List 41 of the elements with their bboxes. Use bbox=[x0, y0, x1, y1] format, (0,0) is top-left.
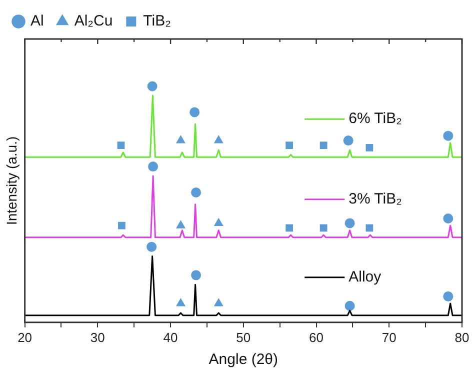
point bbox=[443, 213, 454, 224]
point bbox=[343, 136, 354, 146]
y-axis-title: Intensity (a.u.) bbox=[3, 136, 20, 226]
point bbox=[146, 242, 157, 252]
point bbox=[366, 144, 374, 152]
x-tick-label: 60 bbox=[309, 330, 324, 345]
x-tick-label: 20 bbox=[18, 330, 32, 345]
point bbox=[191, 188, 202, 198]
point bbox=[117, 142, 125, 149]
point bbox=[191, 270, 202, 280]
point bbox=[147, 81, 158, 92]
point bbox=[344, 218, 355, 228]
point bbox=[214, 218, 224, 226]
legend-label: Al₂Cu bbox=[74, 12, 113, 30]
point bbox=[366, 224, 374, 232]
point bbox=[214, 136, 224, 144]
x-tick-label: 70 bbox=[382, 330, 396, 345]
point bbox=[344, 300, 355, 311]
point bbox=[443, 130, 454, 141]
point bbox=[286, 224, 293, 232]
point bbox=[118, 222, 126, 230]
point bbox=[320, 142, 328, 149]
point bbox=[176, 136, 186, 144]
x-tick-label: 40 bbox=[163, 330, 178, 345]
x-tick-label: 80 bbox=[454, 330, 470, 345]
x-tick-label: 50 bbox=[236, 330, 251, 345]
legend-label: 6% TiB₂ bbox=[348, 110, 402, 128]
point bbox=[214, 298, 224, 306]
point bbox=[176, 298, 186, 306]
point bbox=[320, 224, 328, 232]
legend-label: Al bbox=[30, 12, 44, 30]
point bbox=[443, 291, 454, 302]
x-axis-title: Angle (2θ) bbox=[208, 351, 278, 368]
x-tick-label: 30 bbox=[90, 330, 105, 345]
legend-label: Alloy bbox=[348, 268, 382, 286]
point bbox=[148, 162, 158, 172]
legend-label: TiB₂ bbox=[143, 12, 172, 30]
legend-label: 3% TiB₂ bbox=[348, 190, 402, 208]
point bbox=[190, 107, 200, 118]
point bbox=[176, 220, 186, 228]
point bbox=[286, 142, 293, 149]
